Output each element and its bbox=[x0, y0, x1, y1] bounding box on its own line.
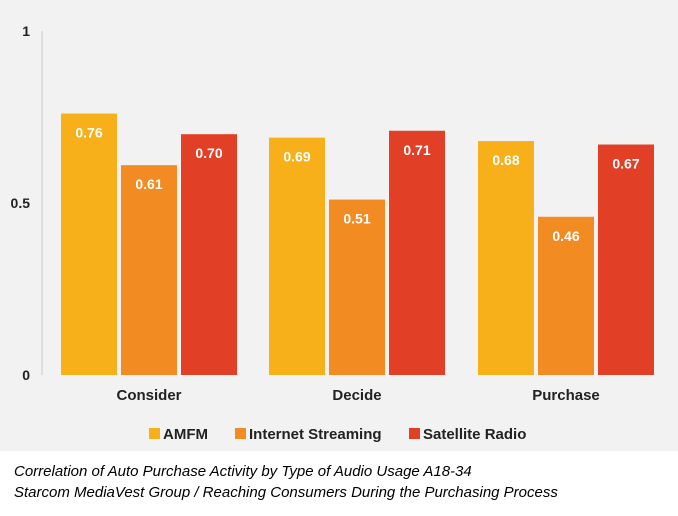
bar-internet-streaming-decide bbox=[329, 199, 385, 375]
legend-label-satellite-radio: Satellite Radio bbox=[423, 426, 526, 443]
bar-internet-streaming-purchase bbox=[538, 216, 594, 375]
legend: AMFM Internet Streaming Satellite Radio bbox=[149, 426, 526, 443]
legend-swatch-internet-streaming bbox=[235, 428, 246, 439]
data-label: 0.76 bbox=[75, 125, 102, 141]
bar-amfm-purchase bbox=[478, 141, 534, 375]
y-tick-label: 0.5 bbox=[11, 195, 31, 211]
y-tick-label: 0 bbox=[22, 367, 30, 383]
chart-panel: 0 0.5 1 0.76 0.61 0.70 0.69 0.51 0.71 0.68 0.46 0.… bbox=[0, 0, 678, 451]
bar-satellite-radio-consider bbox=[181, 134, 237, 375]
bars: 0.76 0.61 0.70 0.69 0.51 0.71 0.68 0.46 0.67 bbox=[61, 113, 654, 375]
legend-label-amfm: AMFM bbox=[163, 426, 208, 443]
caption-line-2: Starcom MediaVest Group / Reaching Consu… bbox=[14, 484, 558, 501]
data-label: 0.46 bbox=[552, 228, 579, 244]
bar-amfm-decide bbox=[269, 137, 325, 375]
bar-satellite-radio-purchase bbox=[598, 144, 654, 375]
category-label-decide: Decide bbox=[332, 387, 381, 404]
y-tick-labels: 00.51 bbox=[11, 23, 31, 383]
chart-caption: Correlation of Auto Purchase Activity by… bbox=[14, 461, 558, 503]
legend-swatch-satellite-radio bbox=[409, 428, 420, 439]
y-tick-label: 1 bbox=[22, 23, 30, 39]
data-label: 0.68 bbox=[492, 152, 519, 168]
data-label: 0.71 bbox=[403, 142, 430, 158]
data-label: 0.67 bbox=[612, 156, 639, 172]
category-label-purchase: Purchase bbox=[532, 387, 600, 404]
data-label: 0.61 bbox=[135, 176, 162, 192]
data-label: 0.69 bbox=[283, 149, 310, 165]
caption-line-1: Correlation of Auto Purchase Activity by… bbox=[14, 463, 472, 480]
category-labels: Consider Decide Purchase bbox=[116, 387, 599, 404]
bar-chart: 00.51 0.760.610.70 0.690.510.710.680.460.… bbox=[11, 23, 654, 443]
category-label-consider: Consider bbox=[116, 387, 181, 404]
legend-swatch-amfm bbox=[149, 428, 160, 439]
data-label: 0.51 bbox=[343, 211, 370, 227]
legend-label-internet-streaming: Internet Streaming bbox=[249, 426, 382, 443]
data-label: 0.70 bbox=[195, 145, 222, 161]
bar-amfm-consider bbox=[61, 113, 117, 375]
bar-satellite-radio-decide bbox=[389, 130, 445, 375]
bar-internet-streaming-consider bbox=[121, 165, 177, 375]
